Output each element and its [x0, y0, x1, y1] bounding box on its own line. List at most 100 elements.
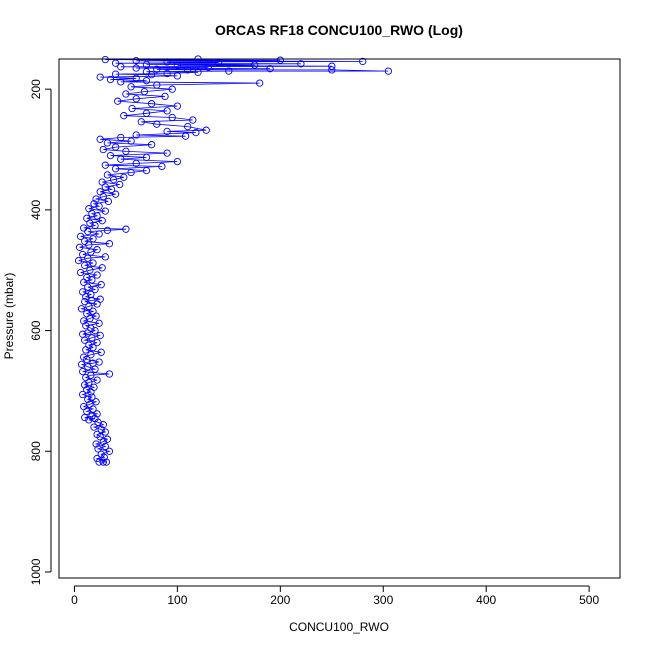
data-point: [81, 381, 89, 389]
axes: 0 100 200 300 400 500 200 400 600 800 1000: [29, 79, 599, 607]
data-point: [117, 78, 125, 86]
data-point: [142, 60, 151, 69]
data-point: [87, 371, 95, 379]
data-point: [79, 367, 87, 376]
data-point: [192, 128, 200, 137]
data-point: [276, 56, 284, 64]
data-point: [153, 120, 161, 128]
data-point: [116, 180, 124, 189]
data-point: [93, 338, 101, 347]
data-point: [328, 66, 336, 74]
data-point: [80, 224, 88, 232]
data-point: [86, 400, 94, 408]
data-point: [93, 454, 101, 463]
data-point: [94, 445, 102, 453]
data-point: [84, 363, 92, 371]
data-point: [101, 442, 109, 451]
series-line: [78, 58, 389, 463]
data-point: [103, 171, 112, 179]
data-point: [85, 205, 93, 213]
y-tick-label: 800: [29, 441, 43, 461]
data-point: [114, 97, 122, 105]
x-tick-label: 400: [476, 593, 496, 607]
data-point: [147, 141, 156, 149]
data-point: [328, 62, 336, 70]
data-point: [173, 102, 182, 110]
data-point: [106, 151, 115, 160]
data-point: [163, 107, 171, 115]
data-point: [250, 61, 259, 69]
data-point: [132, 64, 140, 72]
x-tick-label: 0: [71, 593, 78, 607]
data-point: [225, 67, 233, 75]
data-point: [88, 334, 96, 342]
data-point: [84, 283, 92, 291]
data-point: [89, 259, 97, 267]
data-point: [81, 261, 89, 270]
data-point: [83, 386, 91, 394]
data-point: [173, 157, 182, 166]
data-point: [266, 65, 274, 73]
data-point: [107, 185, 116, 194]
data-point: [359, 57, 367, 66]
data-point: [93, 246, 101, 254]
data-point: [89, 343, 97, 352]
data-point: [83, 310, 91, 318]
data-point: [163, 127, 171, 136]
x-tick-label: 100: [167, 593, 187, 607]
data-point: [98, 217, 106, 225]
data-point: [163, 149, 171, 157]
data-point: [256, 79, 264, 87]
x-tick-label: 500: [579, 593, 599, 607]
data-point: [96, 295, 104, 303]
data-point: [184, 122, 192, 131]
data-point: [202, 126, 210, 134]
data-point: [127, 168, 135, 177]
data-point: [140, 87, 149, 96]
data-point: [97, 281, 105, 289]
data-point: [104, 197, 113, 206]
data-point: [111, 190, 120, 198]
data-point: [93, 271, 101, 279]
data-point: [88, 393, 96, 401]
data-point: [132, 131, 140, 139]
data-point: [81, 297, 89, 306]
data-point: [101, 55, 109, 64]
data-point: [85, 341, 93, 349]
data-point: [84, 227, 92, 236]
data-point: [80, 317, 88, 325]
data-point: [105, 447, 114, 455]
data-point: [111, 59, 120, 67]
data-point: [142, 166, 151, 175]
data-point: [384, 67, 393, 75]
data-point: [101, 253, 109, 261]
data-series: [74, 55, 393, 466]
y-tick-label: 600: [29, 320, 43, 340]
data-point: [89, 307, 97, 315]
data-point: [90, 423, 98, 431]
data-point: [93, 376, 101, 384]
data-point: [204, 63, 212, 72]
data-point: [102, 458, 111, 466]
data-point: [117, 133, 125, 142]
data-point: [98, 178, 106, 186]
data-point: [117, 63, 125, 71]
x-tick-label: 200: [270, 593, 290, 607]
data-point: [120, 112, 128, 120]
data-point: [76, 232, 85, 241]
data-point: [89, 235, 97, 243]
data-point: [99, 145, 107, 154]
data-point: [189, 116, 197, 124]
data-point: [96, 331, 104, 340]
data-point: [106, 75, 115, 84]
data-point: [142, 77, 151, 85]
data-point: [181, 132, 190, 140]
y-axis-label: Pressure (mbar): [2, 273, 16, 360]
data-point: [103, 139, 112, 147]
data-point: [79, 288, 87, 296]
data-point: [92, 398, 100, 406]
data-point: [98, 264, 106, 272]
data-point: [109, 176, 118, 184]
